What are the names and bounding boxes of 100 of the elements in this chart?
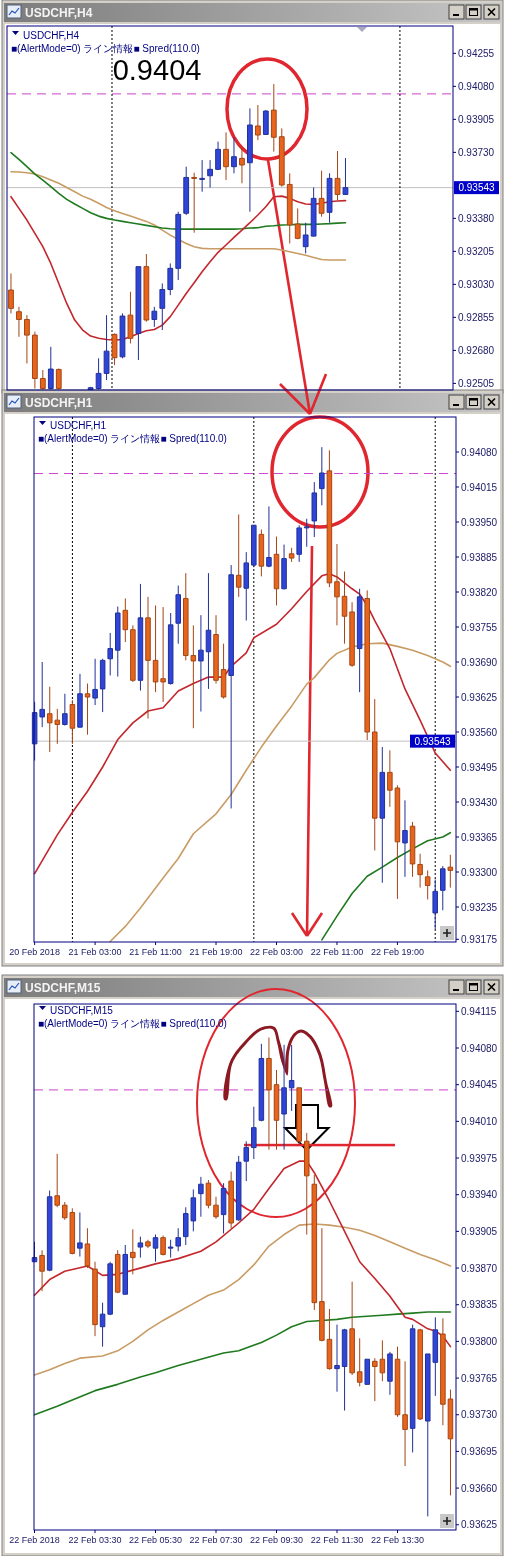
y-tick-label: 0.93560 xyxy=(461,726,498,738)
candlestick xyxy=(175,585,181,645)
candlestick xyxy=(220,1182,227,1234)
candlestick xyxy=(387,1351,393,1396)
candlestick xyxy=(160,1235,166,1256)
y-tick-label: 0.93175 xyxy=(461,933,498,945)
ref-line-label: 0.93543 xyxy=(458,182,496,194)
candlestick xyxy=(402,799,408,878)
candlestick xyxy=(77,673,83,729)
candlestick xyxy=(288,1044,295,1112)
y-tick-label: 0.93755 xyxy=(461,621,498,633)
candlestick xyxy=(84,683,91,736)
candlestick xyxy=(409,821,416,878)
y-tick-label: 0.93975 xyxy=(461,1152,498,1164)
y-tick-label: 0.94115 xyxy=(461,1005,497,1017)
y-tick-label: 0.93905 xyxy=(458,113,495,125)
candlestick xyxy=(417,1328,423,1421)
candlestick xyxy=(432,879,438,930)
candlestick xyxy=(371,698,378,851)
candlestick xyxy=(39,369,46,391)
candlestick xyxy=(55,368,62,391)
candlestick xyxy=(251,524,257,568)
candlestick xyxy=(311,481,318,538)
candlestick xyxy=(296,524,302,563)
candlestick xyxy=(130,624,136,683)
line-series xyxy=(321,831,452,941)
candlestick xyxy=(394,784,401,900)
candlestick xyxy=(258,529,265,577)
candlestick xyxy=(205,1179,212,1209)
candlestick xyxy=(92,658,98,706)
y-tick-label: 0.93940 xyxy=(461,1189,498,1201)
y-tick-label: 0.94015 xyxy=(461,481,498,493)
candlestick xyxy=(326,449,333,588)
candlestick xyxy=(228,1171,234,1229)
candlestick xyxy=(262,109,269,136)
candlestick xyxy=(213,614,219,685)
chart-subtitle: USDCHF,M15 xyxy=(50,1004,114,1016)
candlestick xyxy=(198,1176,204,1218)
candlestick xyxy=(107,1261,113,1316)
candlestick xyxy=(281,1044,287,1151)
candlestick xyxy=(115,606,121,678)
candlestick xyxy=(424,869,431,900)
candlestick xyxy=(122,597,129,643)
candlestick xyxy=(303,518,310,548)
candlestick xyxy=(160,606,166,703)
y-tick-label: 0.94080 xyxy=(461,1042,498,1054)
candlestick xyxy=(127,291,134,344)
y-tick-label: 0.93765 xyxy=(461,1372,498,1384)
candlestick xyxy=(417,853,423,889)
line-series xyxy=(10,170,347,261)
chart-subtitle: USDCHF,H4 xyxy=(23,29,80,41)
candlestick xyxy=(349,1281,355,1376)
y-tick-label: 0.92505 xyxy=(458,377,495,389)
candlestick xyxy=(103,314,110,381)
candlestick xyxy=(356,588,363,693)
candlestick xyxy=(39,1249,45,1292)
candlestick xyxy=(119,312,126,359)
candlestick xyxy=(318,170,325,218)
candlestick xyxy=(294,207,301,240)
candlestick xyxy=(145,596,151,720)
candlestick xyxy=(273,1069,280,1151)
candlestick xyxy=(243,1140,250,1182)
candlestick xyxy=(349,601,355,668)
y-tick-label: 0.93950 xyxy=(461,516,498,528)
candlestick xyxy=(409,1324,416,1453)
candlestick xyxy=(175,211,182,281)
candlestick xyxy=(145,1239,151,1249)
candlestick xyxy=(341,571,348,645)
candlestick xyxy=(99,1302,106,1348)
candlestick xyxy=(440,865,446,911)
candlestick xyxy=(273,536,280,606)
candlestick xyxy=(8,272,14,314)
candlestick xyxy=(167,262,174,296)
line-series xyxy=(109,642,452,943)
ref-line-label: 0.93543 xyxy=(414,735,452,747)
candlestick xyxy=(223,131,229,181)
candlestick xyxy=(286,172,293,244)
candlestick xyxy=(99,658,106,713)
candlestick xyxy=(356,1337,363,1387)
y-tick-label: 0.93730 xyxy=(458,146,495,158)
x-tick-label: 22 Feb 13:30 xyxy=(370,1535,425,1545)
candlestick xyxy=(364,589,370,741)
candlestick xyxy=(215,141,221,171)
annotation: ■(AlertMode=0) ライン情報■ Spred(110.0) xyxy=(38,432,227,444)
y-tick-label: 0.92680 xyxy=(458,344,495,356)
candlestick xyxy=(207,159,213,189)
candlestick xyxy=(47,346,54,391)
ref-line-label: 0.9404 xyxy=(112,53,202,86)
candlestick xyxy=(296,1087,302,1145)
candlestick xyxy=(16,306,22,338)
y-tick-label: 0.93690 xyxy=(461,656,498,668)
x-tick-label: 22 Feb 09:30 xyxy=(249,1535,304,1545)
x-tick-label: 20 Feb 2018 xyxy=(9,947,60,957)
candlestick xyxy=(228,564,234,809)
candlestick xyxy=(334,1324,340,1393)
candlestick xyxy=(46,1190,53,1272)
candlestick xyxy=(54,1153,60,1208)
candlestick xyxy=(402,1360,408,1467)
candlestick xyxy=(77,1212,83,1258)
candlestick xyxy=(114,1249,121,1294)
